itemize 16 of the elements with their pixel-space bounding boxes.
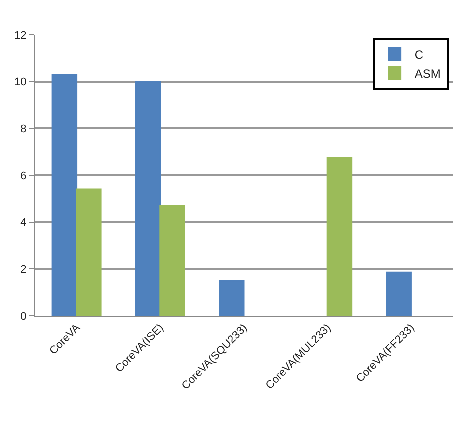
bar [135,81,162,316]
y-tick-label: 6 [20,170,27,182]
y-tick-label: 10 [14,76,27,89]
bar [326,157,353,316]
legend-label: ASM [414,66,441,81]
legend-label: C [414,48,424,62]
bar [76,188,102,316]
y-tick-label: 12 [14,30,27,42]
y-tick-label: 4 [20,217,27,230]
y-tick-label: 8 [20,124,27,136]
bar [386,272,412,316]
y-tick-label: 2 [20,264,27,276]
bar [52,74,78,316]
bar [160,205,186,316]
y-tick-label: 0 [20,310,27,323]
bar [219,280,245,316]
